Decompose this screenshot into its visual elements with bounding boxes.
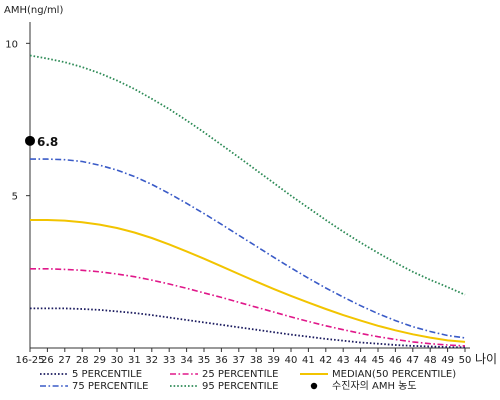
legend-label: 수진자의 AMH 농도 [332,380,417,392]
y-axis-label: AMH(ng/ml) [4,5,63,16]
x-tick-label: 46 [389,355,402,366]
x-tick-label: 48 [424,355,437,366]
x-tick-label: 41 [302,355,315,366]
series-line-25-percentile [30,268,466,347]
x-tick-label: 31 [128,355,141,366]
series-line-5-percentile [30,307,466,349]
x-tick-label: 32 [145,355,158,366]
x-tick-label: 50 [459,355,472,366]
legend-label: 5 PERCENTILE [72,369,142,380]
legend-label: 95 PERCENTILE [202,381,278,392]
series-lines [29,54,466,349]
x-tick-label: 49 [441,355,454,366]
x-tick-label: 16-25 [15,355,44,366]
patient-amh-point [25,135,35,146]
x-tick-label: 26 [41,355,54,366]
legend-label: 25 PERCENTILE [202,369,278,380]
series-line-75-percentile [30,158,466,339]
x-tick-label: 37 [232,355,245,366]
y-tick-label: 5 [12,192,18,203]
x-tick-label: 33 [163,355,176,366]
x-tick-label: 43 [337,355,350,366]
x-tick-label: 40 [285,355,298,366]
x-axis-label: 나이 [475,352,497,366]
x-tick-label: 35 [198,355,211,366]
legend-label: MEDIAN(50 PERCENTILE) [332,369,456,380]
y-tick-label: 10 [5,39,18,50]
patient-amh-label: 6.8 [37,135,58,149]
legend: 5 PERCENTILE 25 PERCENTILE MEDIAN(50 PERCE… [40,369,456,392]
x-tick-label: 45 [372,355,385,366]
x-tick-label: 38 [250,355,263,366]
legend-marker-dot [310,382,318,390]
x-tick-label: 47 [406,355,419,366]
x-tick-label: 28 [76,355,89,366]
x-tick-label: 29 [93,355,106,366]
patient-marker: 6.8 [25,135,58,149]
y-ticks: 5 10 [5,39,30,203]
series-line-median-50-percentile [30,219,466,343]
x-tick-label: 44 [354,355,367,366]
x-tick-label: 34 [180,355,193,366]
x-tick-label: 36 [215,355,228,366]
x-tick-label: 42 [319,355,332,366]
legend-label: 75 PERCENTILE [72,381,148,392]
series-line-95-percentile [29,54,466,296]
x-tick-label: 27 [58,355,71,366]
x-tick-label: 30 [111,355,124,366]
x-tick-label: 39 [267,355,280,366]
